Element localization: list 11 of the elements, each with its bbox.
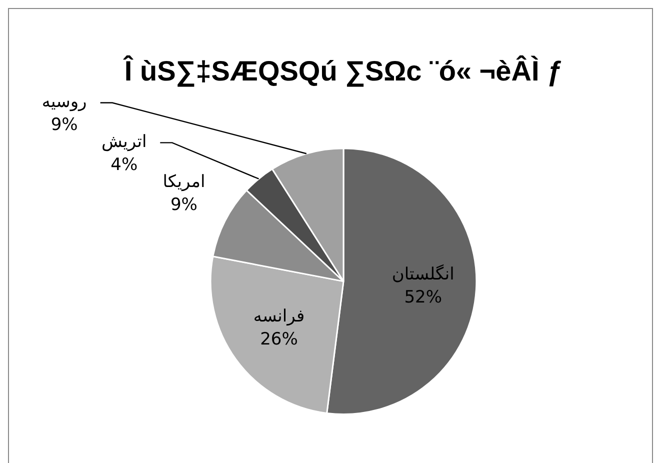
data-label: 9% [170, 194, 198, 215]
chart-title: Î ùS∑‡SÆQSQú ∑SΩc ¨ó« ¬èÂÌ ƒ [122, 54, 563, 88]
data-label: 26% [260, 330, 298, 350]
slice-label: فرانسه [253, 306, 305, 327]
slice-label: روسیه [42, 92, 87, 112]
data-label: 4% [110, 155, 138, 176]
slice-label: امریکا [162, 172, 206, 192]
data-label: 9% [50, 115, 78, 136]
slice-label: اتریش [102, 132, 147, 152]
data-label: 52% [404, 288, 442, 308]
slice-label: انگلستان [392, 264, 454, 285]
